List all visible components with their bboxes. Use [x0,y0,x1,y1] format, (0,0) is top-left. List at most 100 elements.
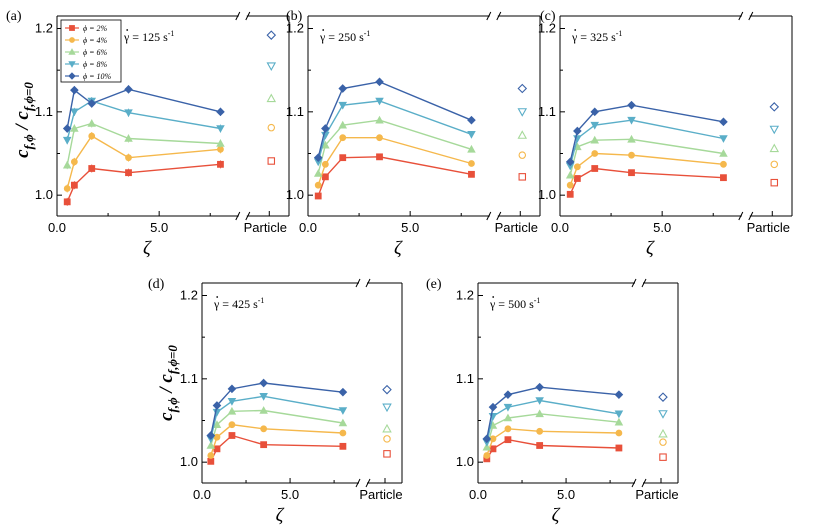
data-point [321,173,329,181]
data-point [627,134,636,143]
data-point [503,403,513,412]
y-label-sub2: f,ϕ=0 [21,82,36,112]
shear-rate-text: γ = 425 s [213,297,258,311]
data-point [227,398,237,406]
data-point [627,100,636,110]
x-tick-label: 0.0 [299,220,317,235]
particle-point [518,151,527,159]
data-point [503,390,513,399]
shear-rate-exponent: -1 [534,296,541,305]
y-axis-label: cf,ϕ / cf,ϕ=0 [156,345,180,421]
data-point [614,390,624,399]
axis-break-mark [235,11,241,21]
x-tick-label: 0.0 [469,487,487,502]
data-point [375,115,384,124]
data-point [503,413,513,422]
legend-entry: ϕ = 8% [83,60,108,69]
particle-point [769,125,780,135]
legend-marker [68,48,76,55]
data-point [213,445,221,453]
x-axis-label: ζ [552,505,561,526]
data-point [720,160,727,168]
data-point [720,174,727,182]
data-point [566,190,574,198]
data-point [259,378,268,388]
x-tick-label: 0.0 [48,220,66,235]
shear-rate-text: γ = 325 s [571,30,616,44]
particle-label: Particle [359,487,402,502]
axis-break-mark [235,211,241,221]
y-tick-label: 1.1 [286,104,304,119]
particle-point [517,130,528,139]
series-line [317,136,472,186]
y-tick-label: 1.0 [456,454,474,469]
shear-rate-text: γ = 500 s [489,297,534,311]
x-tick-label: 0.0 [551,220,569,235]
particle-point [659,453,667,461]
data-point [628,151,635,159]
axis-break-mark [748,11,754,21]
particle-point [769,102,780,112]
axis-break-mark [748,211,754,221]
data-point [504,436,512,444]
particle-point [659,438,667,446]
data-point [504,425,512,433]
particle-point [267,157,276,165]
shear-rate-label: γ = 325 s-1 [571,29,622,44]
data-point [376,134,383,142]
gamma-dot [322,29,325,31]
y-label-slash: / [156,383,177,398]
data-point [338,84,348,93]
axis-break-mark [365,278,371,288]
data-point [482,434,492,444]
axis-break-mark [245,11,251,21]
data-point [259,393,268,401]
data-point [488,402,498,412]
data-point [536,427,544,435]
data-point [615,429,623,437]
panel-label: (a) [6,9,22,24]
y-label-c2: c [12,111,33,120]
axis-break-mark [486,11,492,21]
panel-label: (e) [426,277,442,292]
axis-break-mark [365,478,371,488]
legend-marker [69,37,75,43]
data-point [228,421,236,429]
data-point [338,120,348,129]
particle-point [266,93,277,103]
y-tick-label: 1.2 [35,21,53,36]
y-label-sub2: f,ϕ=0 [165,345,180,375]
data-point [212,401,222,410]
legend-marker [69,25,75,31]
data-point [590,135,600,144]
x-tick-label: 5.0 [653,220,671,235]
data-point [321,160,329,168]
y-label-c2: c [156,374,177,383]
data-point [314,181,322,189]
particle-point [383,450,391,458]
data-point [375,97,384,106]
particle-point [383,435,391,443]
series-line [317,81,472,158]
shear-rate-label: γ = 250 s-1 [319,29,370,44]
particle-point [382,384,392,395]
data-point [313,153,323,162]
data-point [566,181,574,189]
x-axis-label: ζ [276,505,285,526]
y-tick-label: 1.0 [538,187,556,202]
particle-point [266,30,277,40]
data-point [228,432,236,439]
data-point [314,192,322,200]
axis-break-mark [355,278,361,288]
y-label-slash: / [12,120,33,135]
data-point [467,144,476,153]
legend-entry: ϕ = 2% [83,24,108,33]
data-point [535,382,544,392]
data-point [339,154,347,162]
shear-rate-label: γ = 500 s-1 [489,296,540,311]
panel-b: 1.0 1.1 1.2 0.0 5.0 Particle ζ (b) γ = 250 s-1 [286,9,541,259]
data-point [614,410,624,419]
data-point [590,107,600,117]
y-tick-label: 1.1 [538,104,556,119]
gamma-dot [574,29,577,31]
